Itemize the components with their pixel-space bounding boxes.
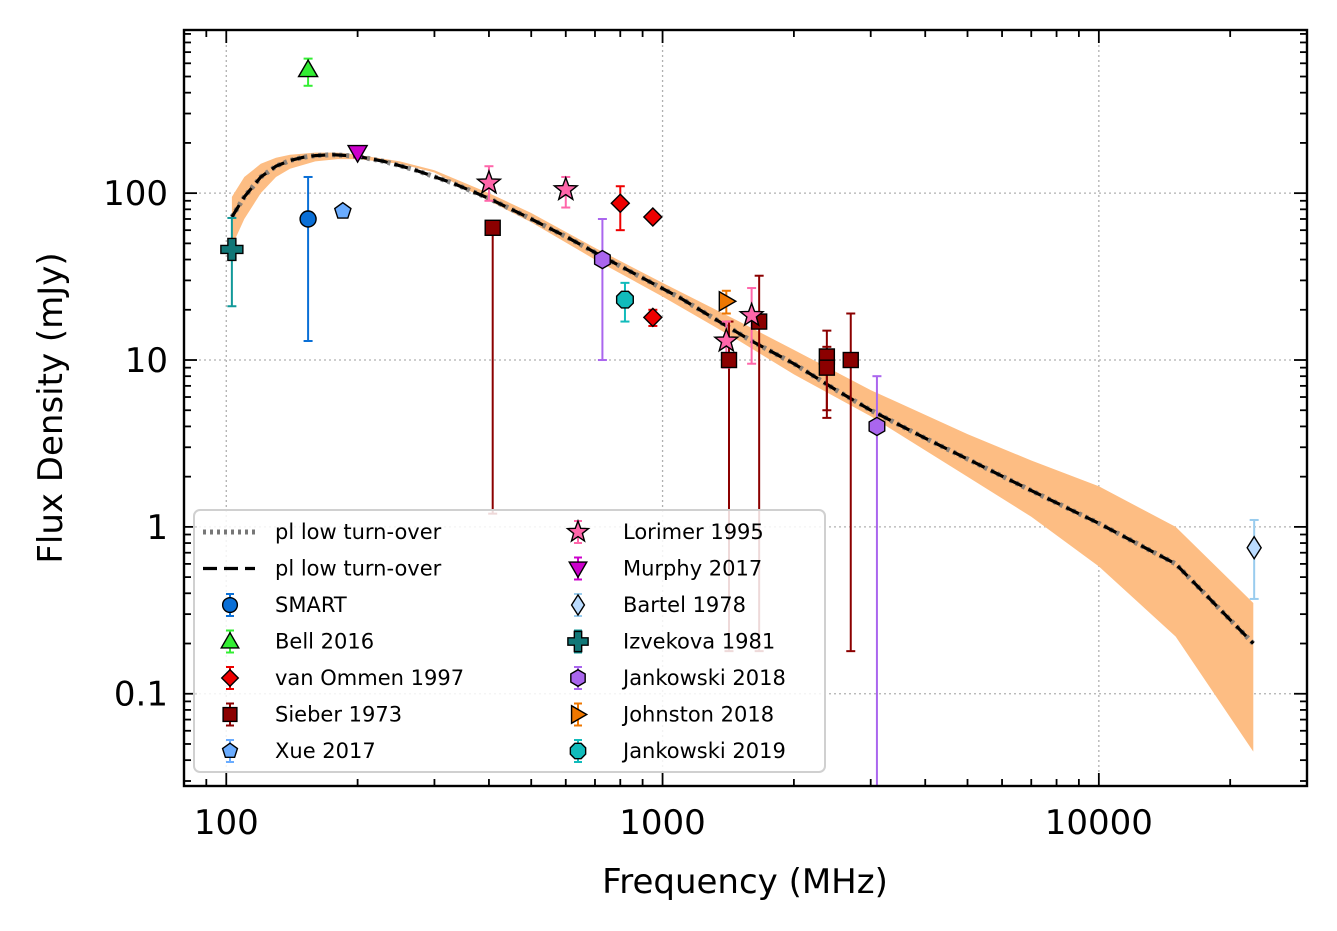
sieber-1973-data-point xyxy=(720,351,738,369)
sieber-1973-data-point xyxy=(842,351,859,369)
legend-pl-low-turn-over-label: pl low turn-over xyxy=(275,520,442,544)
legend-xue-2017-marker-handle xyxy=(221,742,239,759)
van-ommen-1997-data-point xyxy=(642,307,663,328)
legend-van-ommen-1997-marker-handle xyxy=(220,668,240,688)
y-tick-label: 0.1 xyxy=(114,675,168,715)
bartel-1978-data-point xyxy=(1246,535,1262,561)
jankowski-2018-data-point xyxy=(593,249,611,270)
legend-pl-low-turn-over-label: pl low turn-over xyxy=(275,557,442,581)
legend-lorimer-1995-marker-handle xyxy=(565,518,591,543)
legend-jankowski-2019-marker-handle xyxy=(569,742,587,760)
legend-johnston-2018-label: Johnston 2018 xyxy=(621,703,774,727)
sieber-1973-data-point xyxy=(818,359,836,376)
fit-line-dashed xyxy=(230,153,1255,645)
x-tick-label: 100 xyxy=(194,803,259,843)
axes xyxy=(182,28,1309,788)
legend-bell-2016-marker-handle xyxy=(220,631,240,649)
legend-smart-label: SMART xyxy=(275,593,347,617)
jankowski-2018-data-point xyxy=(868,416,886,437)
legend-xue-2017-label: Xue 2017 xyxy=(275,739,376,763)
y-tick-label: 100 xyxy=(103,174,168,214)
x-axis-label: Frequency (MHz) xyxy=(602,862,888,902)
plot-frame xyxy=(182,28,1309,788)
legend-izvekova-1981-marker-handle xyxy=(567,630,589,653)
legend-bartel-1978-label: Bartel 1978 xyxy=(623,593,746,617)
x-tick-label: 1000 xyxy=(619,803,706,843)
bell-2016-data-point xyxy=(297,58,319,78)
y-tick-label: 1 xyxy=(146,508,168,548)
murphy-2017-data-point xyxy=(346,144,369,164)
legend-van-ommen-1997-label: van Ommen 1997 xyxy=(275,666,464,690)
legend-smart-marker-handle xyxy=(221,596,239,614)
johnston-2018-data-point xyxy=(718,290,738,312)
legend-sieber-1973-marker-handle xyxy=(222,706,238,723)
legend-jankowski-2019-label: Jankowski 2019 xyxy=(621,739,786,763)
y-axis-label: Flux Density (mJy) xyxy=(31,252,71,563)
lorimer-1995-data-point xyxy=(552,175,580,201)
smart-data-point xyxy=(299,210,317,228)
tick-labels: 100 1000 10000 0.1 1 10 100 xyxy=(103,174,1153,843)
legend-bartel-1978-marker-handle xyxy=(570,593,586,617)
izvekova-1981-data-point xyxy=(220,237,244,262)
data-markers-group xyxy=(220,58,1262,561)
legend-jankowski-2018-label: Jankowski 2018 xyxy=(621,666,786,690)
van-ommen-1997-data-point xyxy=(610,193,631,214)
sieber-1973-data-point xyxy=(484,219,501,236)
legend-bell-2016-label: Bell 2016 xyxy=(275,630,374,654)
legend-murphy-2017-marker-handle xyxy=(568,561,588,579)
van-ommen-1997-data-point xyxy=(642,206,663,227)
y-tick-label: 10 xyxy=(125,341,168,381)
legend-box xyxy=(193,509,826,773)
legend: pl low turn-over pl low turn-over SMART Bel… xyxy=(193,509,826,773)
lorimer-1995-data-point xyxy=(738,301,765,327)
legend-johnston-2018-marker-handle xyxy=(570,704,589,725)
jankowski-2019-data-point xyxy=(615,290,634,309)
legend-lorimer-1995-label: Lorimer 1995 xyxy=(623,520,764,544)
legend-izvekova-1981-label: Izvekova 1981 xyxy=(623,630,775,654)
x-tick-label: 10000 xyxy=(1045,803,1153,843)
lorimer-1995-data-point xyxy=(475,168,503,195)
legend-jankowski-2018-marker-handle xyxy=(570,668,586,688)
legend-sieber-1973-label: Sieber 1973 xyxy=(275,703,402,727)
xue-2017-data-point xyxy=(333,201,352,219)
fit-lines-group xyxy=(229,152,1256,646)
lorimer-1995-data-point xyxy=(712,326,740,353)
legend-murphy-2017-label: Murphy 2017 xyxy=(623,557,762,581)
